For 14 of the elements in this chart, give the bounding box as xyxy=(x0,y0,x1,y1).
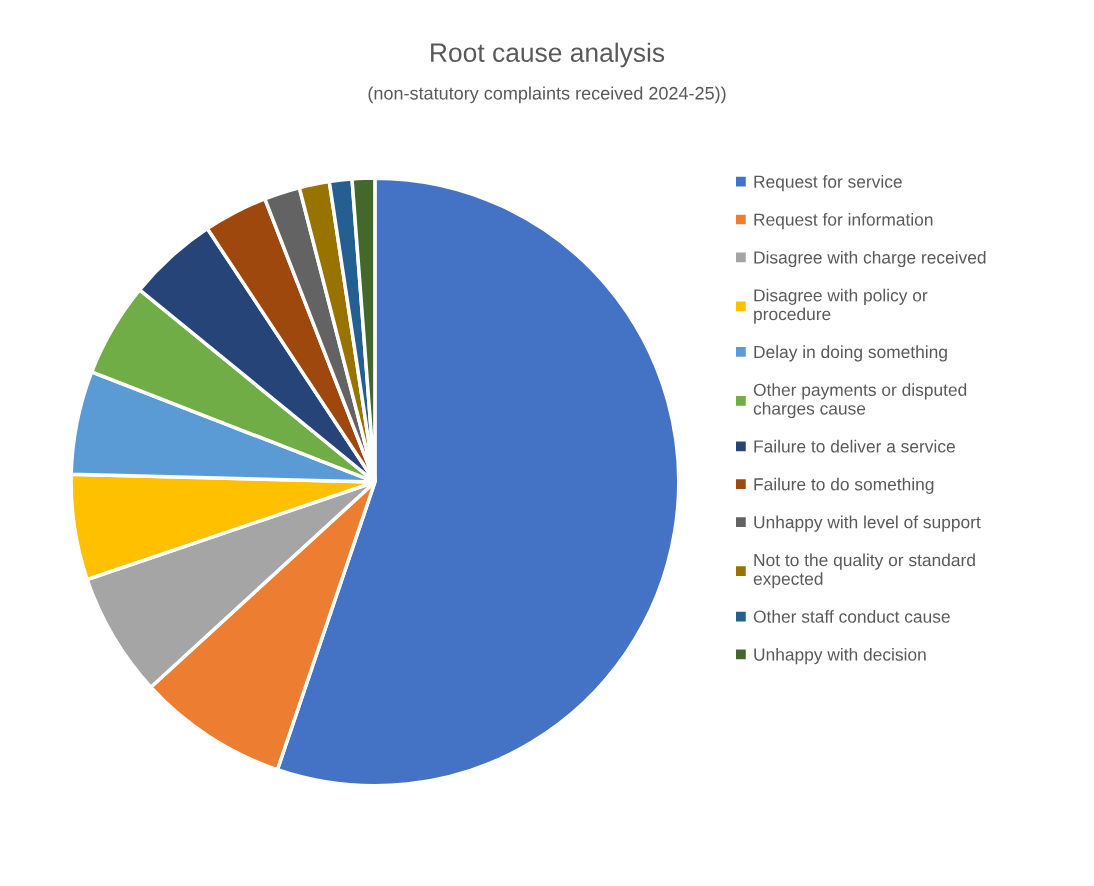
legend-label: Unhappy with level of support xyxy=(754,515,981,532)
legend-label: Disagree with charge received xyxy=(754,250,986,268)
legend-label: Other staff conduct cause xyxy=(753,610,950,623)
legend-label: Delay in doing something xyxy=(754,345,947,362)
legend-label: Not to the quality or standard expected xyxy=(753,553,975,589)
chart-title: Root cause analysis xyxy=(431,42,665,68)
legend-label: Request for service xyxy=(754,175,902,192)
legend-label: Failure to do something xyxy=(754,477,934,494)
legend-label: Disagree with policy or procedure xyxy=(754,288,928,324)
legend-label: Unhappy with decision xyxy=(754,647,926,665)
legend-label: Failure to deliver a service xyxy=(754,439,955,453)
chart-subtitle: (non-statutory complaints received 2024-25)) xyxy=(368,86,726,104)
legend-label: Other payments or disputed charges cause xyxy=(753,383,967,419)
legend-label: Request for information xyxy=(754,212,933,230)
